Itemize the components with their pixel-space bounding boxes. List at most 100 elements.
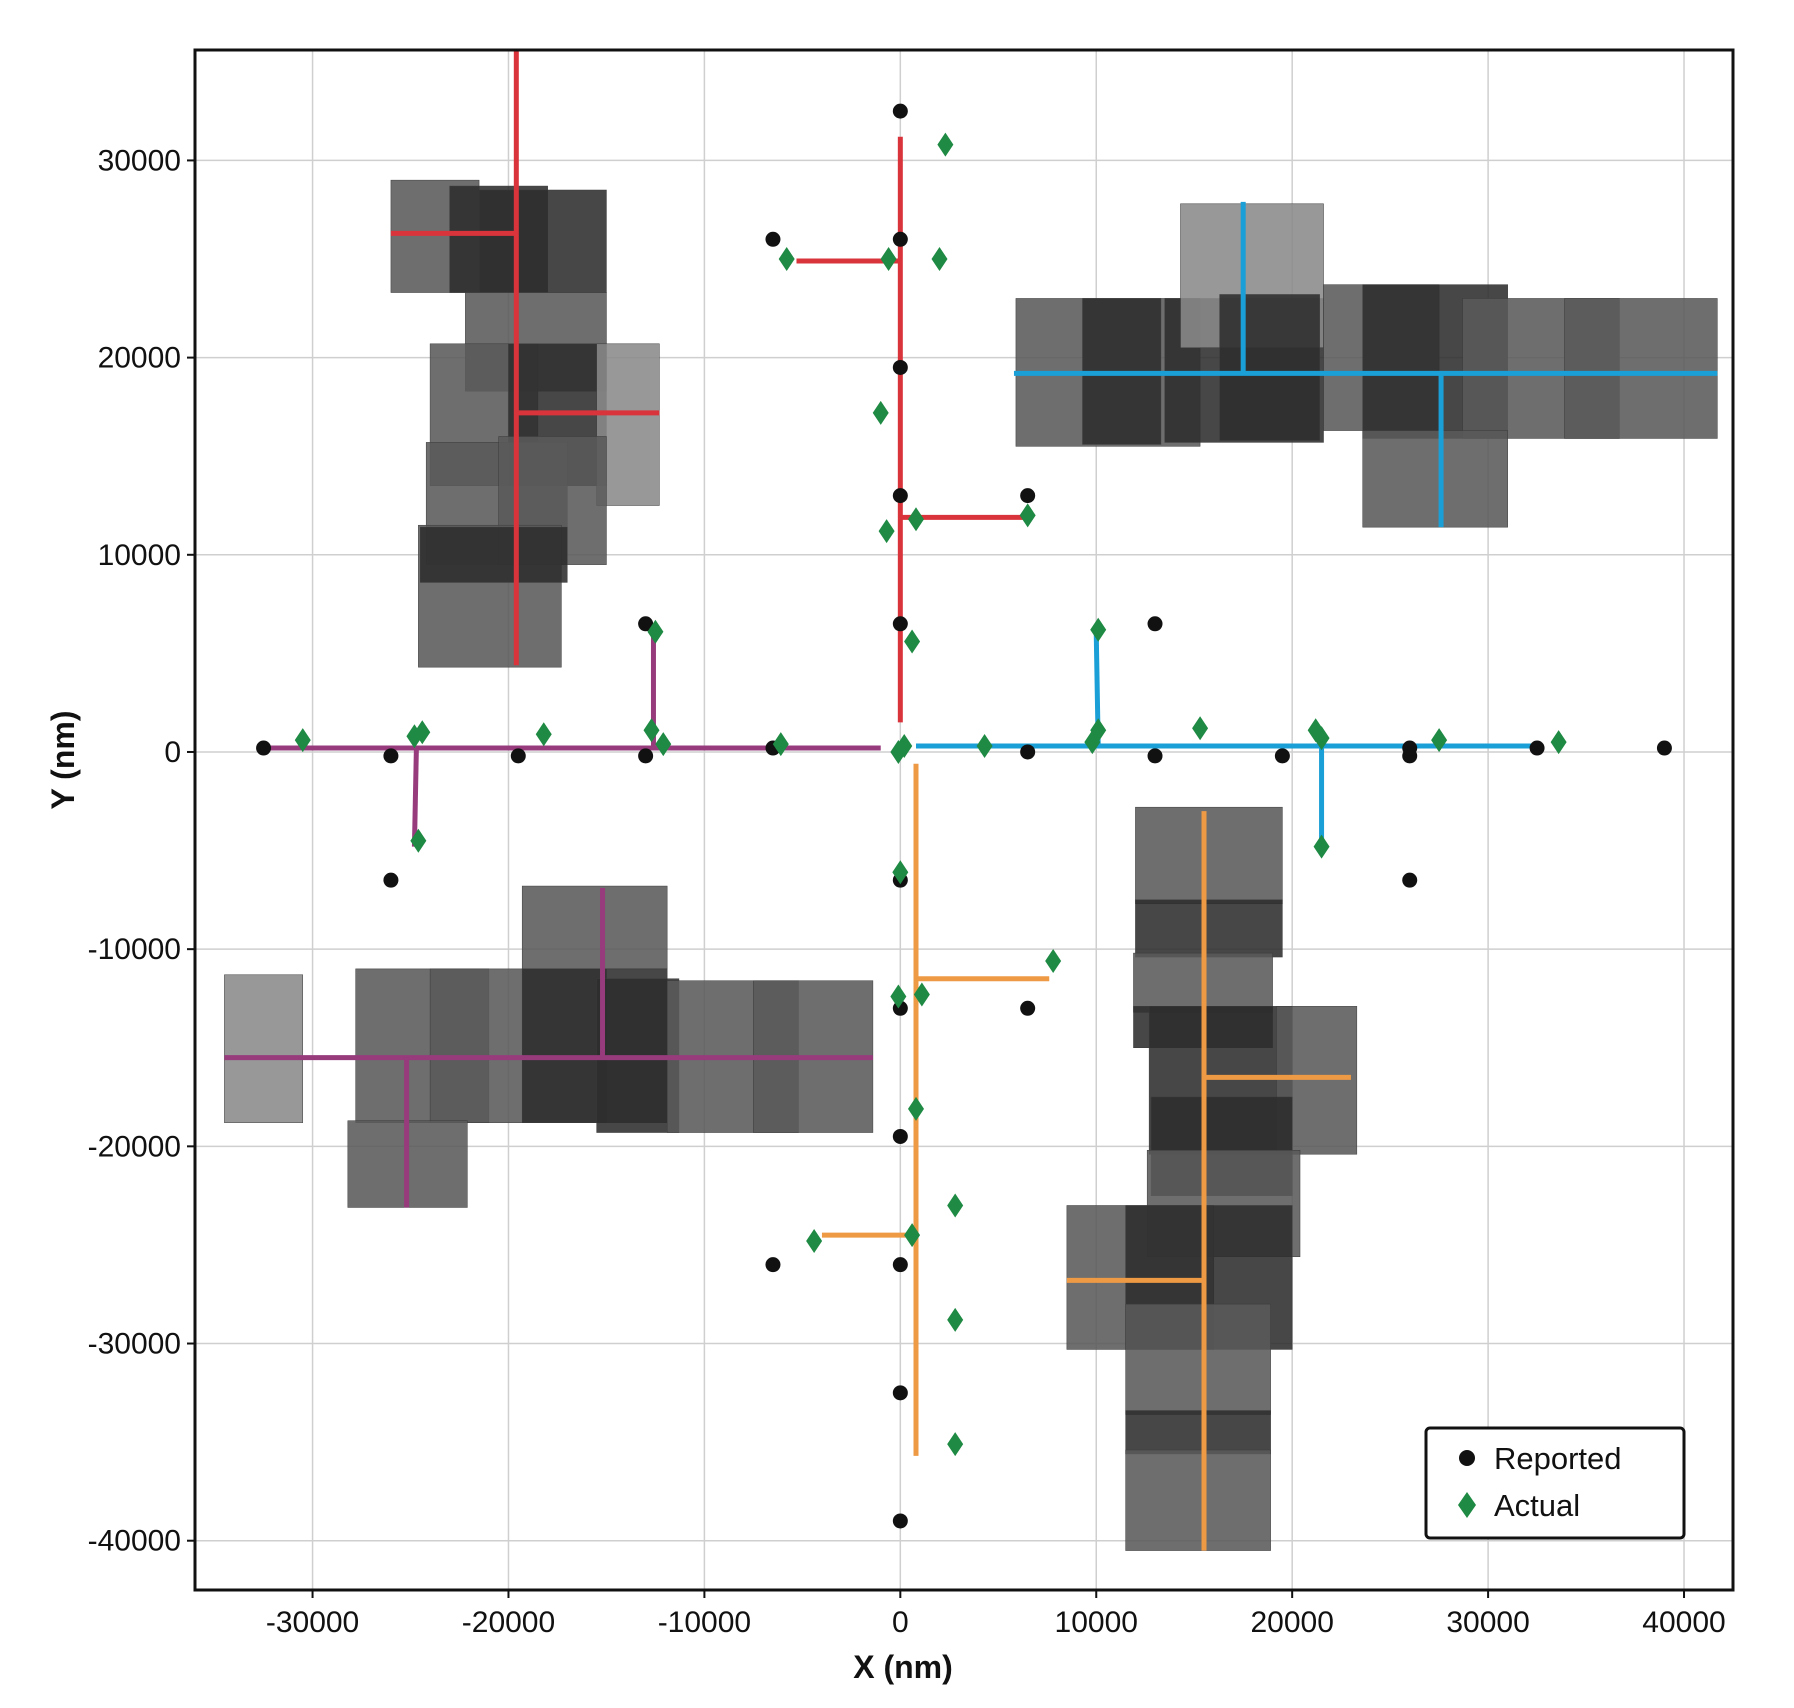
- y-axis-ticks: 30000 20000 10000 0 -10000 -20000 -30000 -40000: [88, 144, 195, 1558]
- actual-point: [1045, 948, 1062, 973]
- y-tick-label: 0: [164, 736, 181, 769]
- actual-point: [937, 132, 954, 157]
- actual-point: [880, 247, 897, 272]
- actual-point: [778, 247, 795, 272]
- path-segment: [411, 747, 419, 847]
- legend-reported-marker: [1459, 1450, 1475, 1466]
- mosaic-bottom-right: [1066, 806, 1358, 1551]
- reported-point: [892, 488, 908, 504]
- actual-point: [410, 828, 427, 853]
- actual-point: [907, 507, 924, 532]
- actual-point: [535, 722, 552, 747]
- actual-point: [904, 1223, 921, 1248]
- image-tile: [1564, 298, 1718, 439]
- y-tick-label: 20000: [98, 342, 181, 375]
- actual-point: [896, 734, 913, 759]
- image-tile: [1125, 1449, 1271, 1551]
- image-tile: [1125, 1410, 1271, 1455]
- x-tick-label: 0: [892, 1606, 909, 1639]
- actual-point: [1431, 728, 1448, 753]
- y-tick-label: -10000: [88, 933, 181, 966]
- data-points: [256, 103, 1672, 1529]
- reported-point: [638, 748, 654, 764]
- actual-point: [806, 1228, 823, 1253]
- actual-point: [414, 720, 431, 745]
- actual-point: [872, 400, 889, 425]
- reported-point: [892, 231, 908, 247]
- actual-point: [294, 728, 311, 753]
- reported-point: [1147, 616, 1163, 632]
- legend-actual-marker: [1458, 1492, 1476, 1518]
- x-tick-label: 20000: [1250, 1606, 1333, 1639]
- y-tick-label: 30000: [98, 144, 181, 177]
- actual-point: [655, 732, 672, 757]
- y-axis-label: Y (nm): [45, 711, 81, 810]
- actual-point: [647, 619, 664, 644]
- reported-point: [892, 103, 908, 119]
- y-tick-label: -20000: [88, 1130, 181, 1163]
- reported-point: [638, 616, 654, 632]
- reported-point: [256, 740, 272, 756]
- actual-point: [878, 519, 895, 544]
- y-tick-label: 10000: [98, 539, 181, 572]
- reported-point: [892, 1257, 908, 1273]
- actual-point: [1313, 834, 1330, 859]
- image-tile: [521, 885, 668, 970]
- actual-point: [892, 860, 909, 885]
- image-tile: [1125, 1303, 1271, 1415]
- x-tick-label: 10000: [1055, 1606, 1138, 1639]
- legend-actual-label: Actual: [1494, 1488, 1580, 1523]
- actual-point: [947, 1307, 964, 1332]
- reported-point: [1656, 740, 1672, 756]
- x-tick-label: -30000: [266, 1606, 359, 1639]
- actual-point: [1019, 503, 1036, 528]
- reported-point: [510, 748, 526, 764]
- image-tile: [596, 343, 660, 506]
- reported-point: [892, 359, 908, 375]
- x-tick-label: 40000: [1642, 1606, 1725, 1639]
- x-tick-label: -10000: [658, 1606, 751, 1639]
- legend-box: [1424, 1426, 1686, 1540]
- reported-point: [383, 872, 399, 888]
- reported-point: [1147, 748, 1163, 764]
- actual-point: [913, 982, 930, 1007]
- reported-point: [765, 1257, 781, 1273]
- image-tile: [1135, 806, 1283, 905]
- image-tile: [420, 526, 568, 583]
- image-tile: [1362, 430, 1508, 528]
- reported-point: [1020, 744, 1036, 760]
- reported-point: [1020, 488, 1036, 504]
- scan-paths: [224, 50, 1718, 1551]
- actual-point: [890, 984, 907, 1009]
- actual-point: [976, 734, 993, 759]
- actual-point: [1090, 718, 1107, 743]
- reported-point: [765, 231, 781, 247]
- y-tick-label: -40000: [88, 1525, 181, 1558]
- legend: Reported Actual: [1424, 1426, 1686, 1540]
- mosaic-top-left: [390, 179, 660, 668]
- reported-point: [892, 616, 908, 632]
- reported-point: [383, 748, 399, 764]
- series-actual: [294, 132, 1567, 1457]
- legend-reported-label: Reported: [1494, 1441, 1622, 1476]
- image-tile: [224, 974, 304, 1123]
- reported-point: [892, 1513, 908, 1529]
- actual-point: [1550, 730, 1567, 755]
- plot-frame: [193, 48, 1735, 1592]
- actual-point: [947, 1193, 964, 1218]
- actual-point: [904, 629, 921, 654]
- actual-point: [947, 1432, 964, 1457]
- reported-point: [1020, 1000, 1036, 1016]
- x-axis-label: X (nm): [853, 1649, 953, 1685]
- reported-point: [1274, 748, 1290, 764]
- actual-point: [643, 718, 660, 743]
- actual-point: [1090, 617, 1107, 642]
- actual-point: [1192, 716, 1209, 741]
- x-tick-label: 30000: [1446, 1606, 1529, 1639]
- actual-point: [772, 732, 789, 757]
- reported-point: [1402, 740, 1418, 756]
- reported-point: [1529, 740, 1545, 756]
- actual-point: [931, 247, 948, 272]
- image-tile: [1135, 899, 1283, 958]
